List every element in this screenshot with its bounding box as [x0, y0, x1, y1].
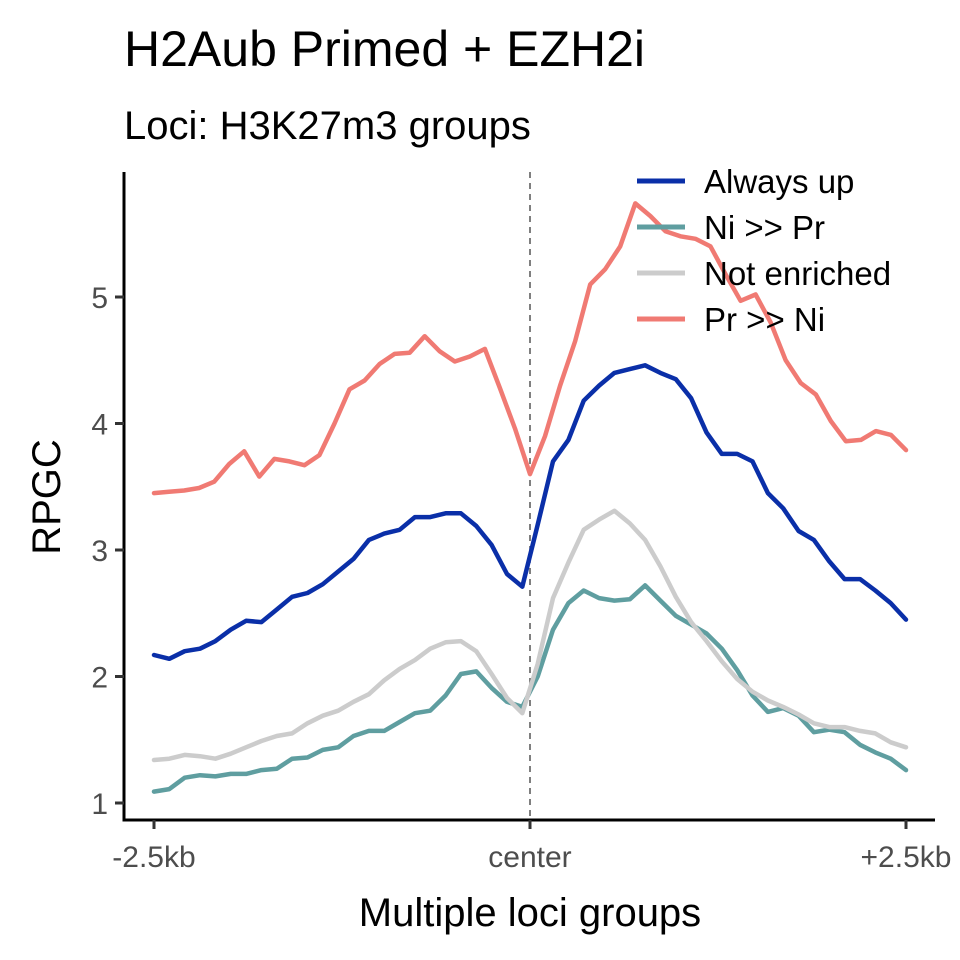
series-line-1	[151, 363, 909, 662]
chart-subtitle: Loci: H3K27m3 groups	[124, 104, 531, 148]
y-tick-label: 2	[91, 662, 108, 695]
y-ticks: 1 2 3 4 5	[91, 282, 124, 821]
legend-label: Pr >> Ni	[704, 301, 825, 338]
series-line-4	[151, 201, 909, 496]
y-tick-label: 4	[91, 409, 108, 442]
y-tick-label: 5	[91, 282, 108, 315]
y-tick-label: 1	[91, 788, 108, 821]
x-axis-title: Multiple loci groups	[359, 891, 701, 935]
legend: Always up Ni >> Pr Not enriched Pr >> Ni	[637, 163, 891, 338]
series-group	[151, 201, 909, 794]
series-line-3	[151, 508, 909, 763]
x-tick-label: +2.5kb	[861, 841, 952, 874]
legend-label: Always up	[704, 163, 854, 200]
chart-title: H2Aub Primed + EZH2i	[124, 21, 645, 77]
plot-area	[151, 172, 909, 820]
x-ticks: -2.5kb center +2.5kb	[112, 820, 951, 874]
x-tick-label: -2.5kb	[112, 841, 195, 874]
y-tick-label: 3	[91, 535, 108, 568]
y-axis-title: RPGC	[25, 439, 69, 555]
legend-label: Not enriched	[704, 255, 891, 292]
x-tick-label: center	[488, 841, 571, 874]
legend-label: Ni >> Pr	[704, 209, 825, 246]
